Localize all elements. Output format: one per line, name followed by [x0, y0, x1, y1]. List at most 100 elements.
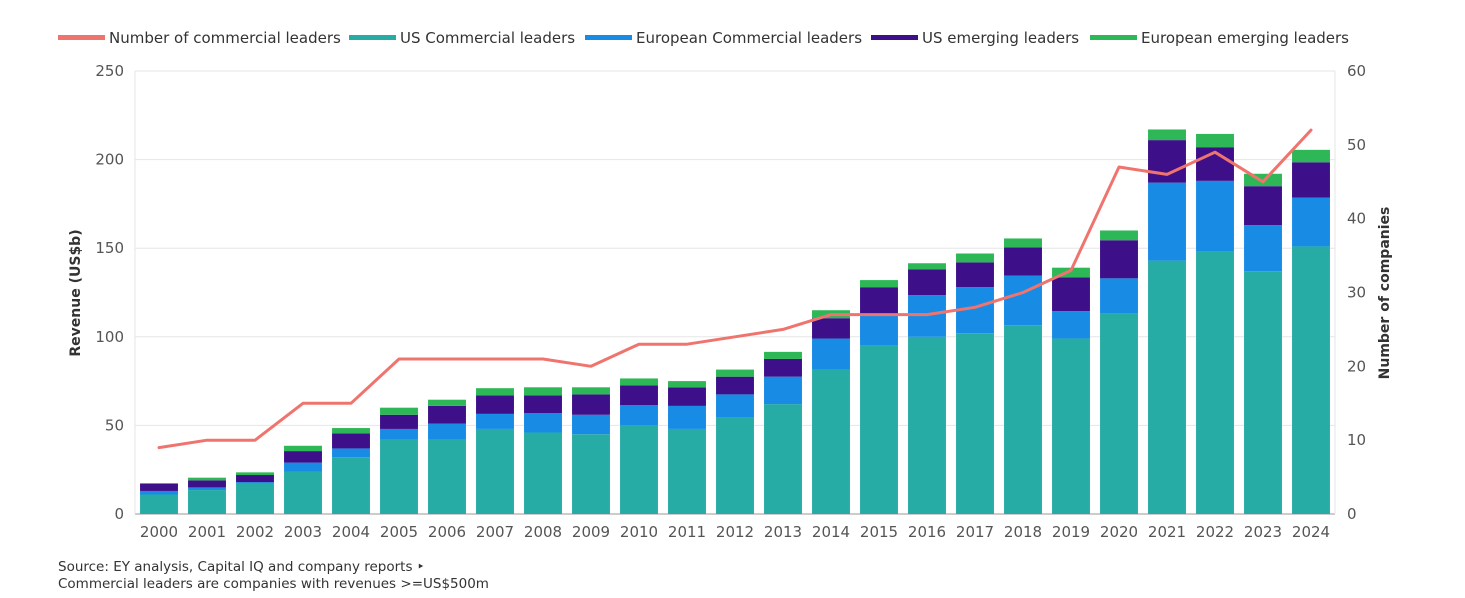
bar-segment: [476, 413, 514, 429]
bar-segment: [1100, 230, 1138, 241]
bar-segment: [620, 378, 658, 386]
bar-segment: [428, 423, 466, 440]
bar-segment: [236, 475, 274, 483]
bar-segment: [1100, 278, 1138, 314]
x-tick-label: 2015: [860, 523, 898, 541]
legend-swatch: [58, 35, 105, 40]
bar-segment: [764, 376, 802, 405]
bar-segment: [716, 394, 754, 418]
bar-segment: [332, 457, 370, 514]
bar-segment: [1148, 129, 1186, 141]
bar-segment: [716, 376, 754, 395]
bar-segment: [764, 351, 802, 359]
legend-label: European Commercial leaders: [636, 29, 862, 47]
x-tick-label: 2023: [1244, 523, 1282, 541]
bar-segment: [1148, 140, 1186, 183]
bar-segment: [860, 345, 898, 514]
legend-item: European emerging leaders: [1090, 29, 1349, 47]
y2-tick-label: 40: [1347, 210, 1366, 228]
bar-segment: [620, 405, 658, 426]
bar-segment: [236, 482, 274, 484]
bar-segment: [1292, 162, 1330, 198]
bar-segment: [380, 428, 418, 440]
x-tick-label: 2009: [572, 523, 610, 541]
bar-segment: [524, 412, 562, 433]
bar-segment: [524, 387, 562, 396]
bar-segment: [908, 336, 946, 514]
chart-legend: Number of commercial leaders US Commercia…: [58, 29, 1349, 47]
x-tick-label: 2013: [764, 523, 802, 541]
y-tick-label: 50: [105, 416, 124, 434]
bar-segment: [860, 315, 898, 346]
y2-axis-title: Number of companies: [1377, 207, 1393, 380]
bar-segment: [236, 472, 274, 476]
legend-label: US Commercial leaders: [400, 29, 575, 47]
bar-segment: [188, 490, 226, 514]
bar-segment: [668, 381, 706, 388]
x-tick-label: 2005: [380, 523, 418, 541]
x-tick-label: 2006: [428, 523, 466, 541]
bar-segment: [524, 395, 562, 413]
companies-line: [157, 128, 1313, 450]
bar-segment: [380, 407, 418, 415]
legend-item: US emerging leaders: [871, 29, 1079, 47]
bar-segment: [1244, 271, 1282, 514]
bar-segment: [284, 445, 322, 452]
bar-segment: [1052, 311, 1090, 339]
x-tick-label: 2004: [332, 523, 370, 541]
bar-segment: [1244, 186, 1282, 226]
x-tick-label: 2012: [716, 523, 754, 541]
bar-segment: [1052, 338, 1090, 514]
x-tick-label: 2021: [1148, 523, 1186, 541]
x-tick-label: 2002: [236, 523, 274, 541]
legend-item: European Commercial leaders: [585, 29, 862, 47]
legend-swatch: [349, 35, 396, 40]
x-tick-label: 2008: [524, 523, 562, 541]
bar-segment: [284, 471, 322, 514]
x-tick-label: 2022: [1196, 523, 1234, 541]
bar-segment: [476, 395, 514, 414]
bar-segment: [860, 287, 898, 316]
legend-swatch: [1090, 35, 1137, 40]
bar-segment: [284, 462, 322, 472]
x-tick-label: 2001: [188, 523, 226, 541]
bar-segment: [764, 404, 802, 514]
bar-segment: [956, 262, 994, 288]
bar-segment: [1148, 260, 1186, 514]
y-tick-label: 200: [95, 151, 124, 169]
bar-segment: [812, 318, 850, 339]
bar-segment: [1196, 180, 1234, 252]
y2-tick-label: 20: [1347, 357, 1366, 375]
bar-segment: [812, 338, 850, 370]
bar-segment: [572, 387, 610, 395]
bar-segment: [428, 399, 466, 406]
legend-label: European emerging leaders: [1141, 29, 1349, 47]
bar-segment: [620, 425, 658, 514]
bar-segment: [1004, 247, 1042, 276]
y-tick-label: 100: [95, 328, 124, 346]
bar-segment: [380, 439, 418, 514]
bar-segment: [812, 369, 850, 514]
legend-swatch: [585, 35, 632, 40]
x-tick-label: 2016: [908, 523, 946, 541]
bar-segment: [1148, 182, 1186, 261]
y-tick-label: 0: [114, 505, 124, 523]
bar-segment: [908, 263, 946, 270]
bar-segment: [332, 448, 370, 458]
y2-tick-label: 10: [1347, 431, 1366, 449]
bar-segment: [1196, 251, 1234, 514]
bar-segment: [1100, 240, 1138, 279]
y-tick-label: 250: [95, 62, 124, 80]
bar-segment: [668, 405, 706, 429]
y2-tick-label: 50: [1347, 136, 1366, 154]
bar-segment: [1004, 275, 1042, 326]
x-tick-label: 2003: [284, 523, 322, 541]
bar-segment: [380, 414, 418, 429]
bar-segment: [1004, 325, 1042, 514]
y2-tick-label: 30: [1347, 284, 1366, 302]
x-tick-label: 2024: [1292, 523, 1330, 541]
bar-segment: [764, 358, 802, 377]
bar-segment: [284, 451, 322, 463]
bar-segment: [140, 490, 178, 495]
